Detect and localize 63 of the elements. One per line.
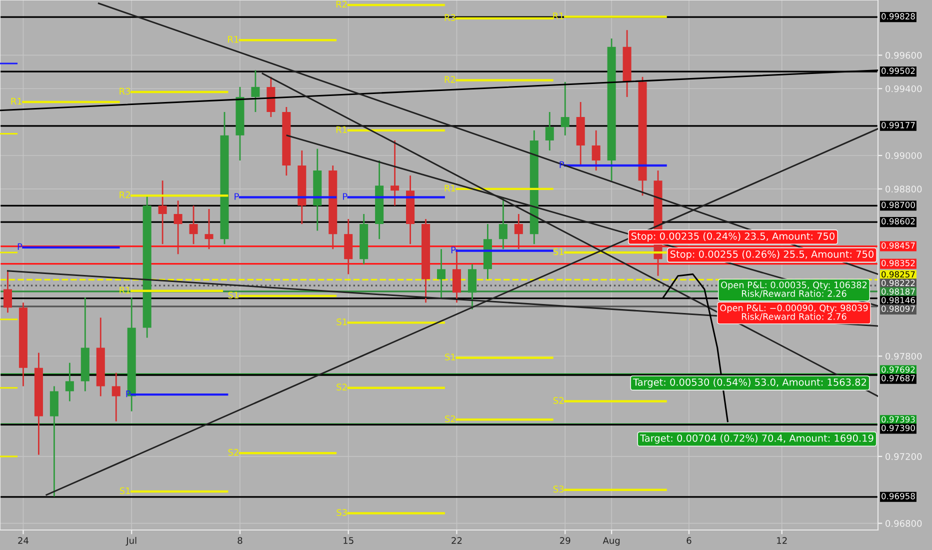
ref-line-label: 0.99502 (882, 68, 915, 74)
ref-line-label: 0.98097 (882, 306, 915, 312)
ref-line-label: 0.98352 (882, 260, 915, 266)
ref-line-label: 0.97390 (882, 424, 915, 432)
series-label: S2 (445, 415, 456, 422)
ref-line-label: 0.96958 (882, 493, 915, 500)
x-tick-label: 15 (344, 537, 354, 544)
series-label: R1 (11, 98, 22, 104)
annotation: Target: 0.00704 (0.72%) 70.4, Amount: 1690.19 (640, 434, 874, 444)
ref-line-label: 0.98222 (882, 280, 915, 286)
x-tick-label: 24 (18, 537, 28, 544)
series-label: R2 (336, 0, 347, 8)
series-label: R1 (553, 12, 564, 20)
ref-line-label: 0.98602 (882, 218, 915, 224)
annotation: Target: 0.00530 (0.54%) 53.0, Amount: 1563.82 (633, 378, 866, 388)
y-tick-label: 0.98800 (886, 186, 922, 192)
x-tick-label: 29 (560, 537, 570, 544)
series-label: P (451, 246, 456, 254)
series-label: R2 (444, 76, 456, 83)
series-label: S1 (228, 292, 238, 299)
series-label: S1 (120, 487, 130, 494)
x-tick-label: 12 (777, 537, 787, 544)
series-label: S1 (445, 354, 456, 360)
series-label: R2 (120, 191, 130, 198)
series-label: S3 (553, 486, 564, 492)
y-tick-label: 0.97800 (886, 352, 922, 360)
ref-line-label: 0.99828 (882, 13, 915, 20)
series-label: S1 (553, 248, 564, 256)
series-label: R1 (228, 36, 238, 43)
x-tick-label: 6 (686, 537, 692, 544)
series-label: P (234, 193, 239, 200)
y-tick-label: 0.99000 (886, 152, 922, 160)
x-tick-label: 22 (452, 537, 462, 544)
ref-line-label: 0.98700 (882, 202, 915, 208)
ref-line-label: 0.99177 (882, 122, 915, 128)
series-label: P (343, 193, 348, 200)
series-label: S1 (336, 318, 347, 326)
ref-line-label: 0.97687 (882, 375, 915, 382)
y-tick-label: 0.96800 (886, 520, 922, 527)
annotation: Stop: 0.00235 (0.24%) 23.5, Amount: 750 (632, 232, 834, 242)
series-label: S2 (553, 397, 564, 404)
y-tick-label: 0.97200 (886, 453, 922, 460)
series-label: R3 (444, 14, 456, 22)
series-label: R1 (444, 184, 456, 192)
series-label: S2 (228, 448, 238, 456)
annotation: Open P&L: 0.00035, Qty: 106382 Risk/Reward Ratio: 2.26 (721, 282, 867, 298)
annotation: Open P&L: −0.00090, Qty: 98039 Risk/Reward Ratio: 2.76 (720, 304, 868, 321)
ref-line-label: 0.98257 (882, 271, 915, 278)
x-tick-label: 8 (238, 537, 242, 544)
series-label: S3 (336, 509, 347, 516)
series-label: S2 (336, 384, 347, 391)
series-label: R1 (336, 126, 347, 133)
ref-line-label: 0.98457 (882, 242, 915, 249)
annotation: Stop: 0.00255 (0.26%) 25.5, Amount: 750 (670, 250, 874, 260)
series-label: R3 (120, 88, 130, 95)
ref-line-label: 0.98146 (882, 296, 915, 304)
y-tick-label: 0.99600 (886, 52, 922, 59)
y-tick-label: 0.99400 (886, 85, 922, 92)
ref-line-label: 0.97393 (882, 416, 915, 423)
x-tick-label: Jul (126, 536, 136, 546)
x-tick-label: Aug (602, 537, 620, 546)
ref-line-label: 0.97692 (882, 366, 915, 373)
ref-line-label: 0.98187 (882, 288, 915, 295)
